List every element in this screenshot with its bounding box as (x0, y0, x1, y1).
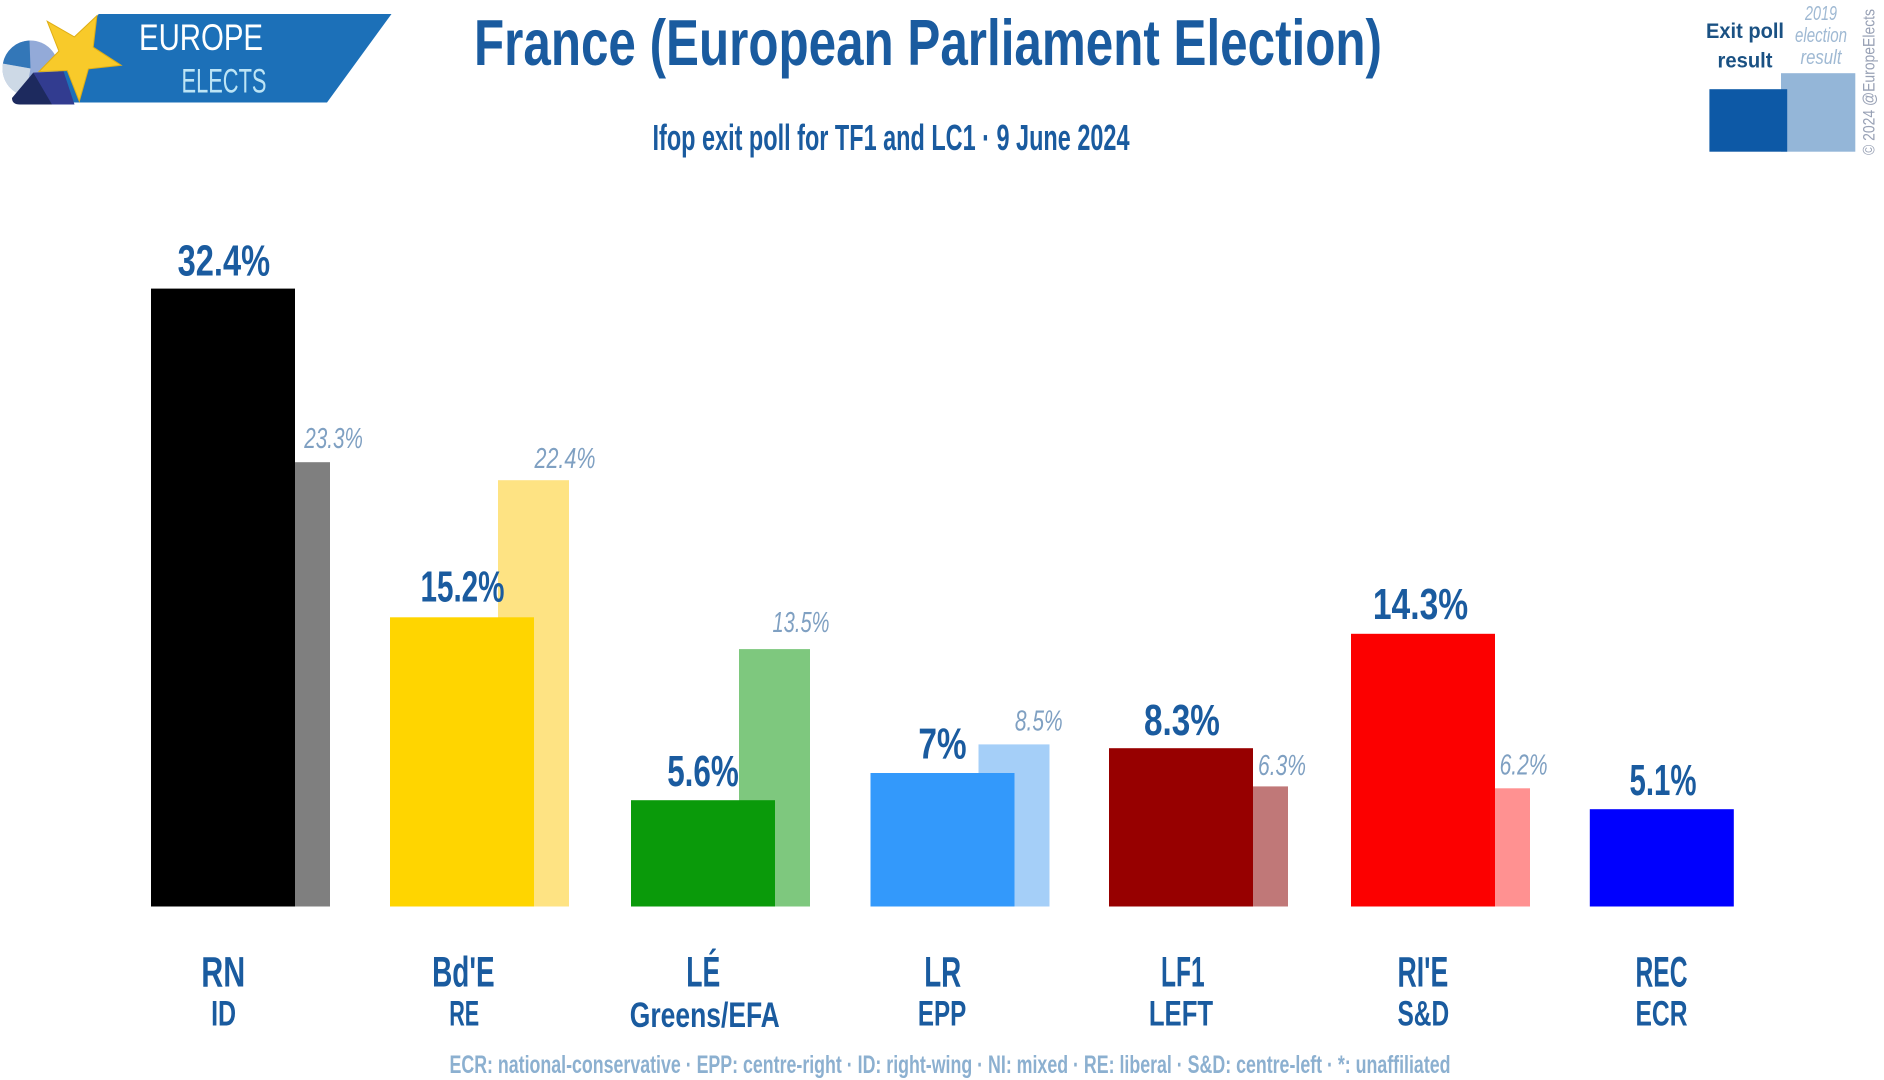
svg-text:LF1: LF1 (1161, 949, 1205, 997)
svg-text:8.3%: 8.3% (1144, 696, 1220, 745)
svg-text:© 2024 @EuropeElects: © 2024 @EuropeElects (1860, 9, 1879, 155)
svg-text:REC: REC (1636, 949, 1688, 997)
svg-text:result: result (1718, 50, 1773, 73)
svg-text:RE: RE (449, 995, 479, 1034)
svg-text:Greens/EFA: Greens/EFA (630, 996, 780, 1035)
svg-text:Ifop exit poll for TF1 and LC1: Ifop exit poll for TF1 and LC1 · 9 June … (653, 117, 1130, 158)
svg-text:6.2%: 6.2% (1500, 748, 1548, 780)
svg-text:election: election (1795, 25, 1847, 47)
svg-text:ELECTS: ELECTS (182, 62, 267, 100)
svg-text:result: result (1801, 47, 1843, 69)
svg-text:13.5%: 13.5% (773, 606, 830, 638)
svg-text:14.3%: 14.3% (1373, 580, 1468, 629)
svg-text:23.3%: 23.3% (304, 422, 363, 454)
svg-text:6.3%: 6.3% (1258, 749, 1306, 781)
svg-text:22.4%: 22.4% (534, 442, 596, 474)
svg-text:Bd'E: Bd'E (432, 949, 495, 997)
svg-text:32.4%: 32.4% (178, 236, 271, 285)
svg-text:Exit poll: Exit poll (1706, 20, 1784, 43)
svg-text:ECR: national-conservative · E: ECR: national-conservative · EPP: centre… (450, 1051, 1451, 1079)
svg-text:LEFT: LEFT (1149, 995, 1213, 1034)
svg-text:7%: 7% (918, 719, 966, 768)
svg-text:RI'E: RI'E (1398, 949, 1449, 997)
svg-text:EPP: EPP (918, 995, 966, 1034)
svg-text:5.1%: 5.1% (1630, 756, 1697, 805)
svg-text:LR: LR (924, 949, 961, 997)
svg-text:2019: 2019 (1804, 3, 1837, 25)
svg-text:15.2%: 15.2% (421, 563, 505, 612)
svg-text:8.5%: 8.5% (1015, 704, 1063, 736)
svg-text:EUROPE: EUROPE (139, 17, 263, 58)
svg-text:RN: RN (201, 949, 245, 997)
svg-text:ID: ID (211, 995, 236, 1034)
svg-text:ECR: ECR (1636, 995, 1688, 1034)
svg-text:5.6%: 5.6% (667, 747, 739, 796)
svg-text:S&D: S&D (1397, 995, 1449, 1034)
svg-text:LÉ: LÉ (686, 949, 720, 997)
svg-text:France (European Parliament El: France (European Parliament Election) (474, 7, 1382, 79)
